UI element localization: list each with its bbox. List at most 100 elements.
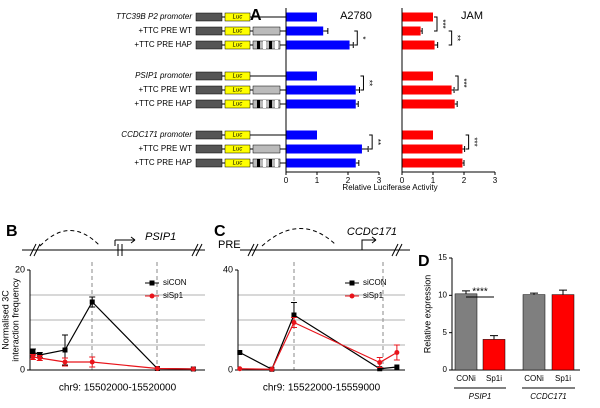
bar [402, 158, 463, 168]
luc-box [224, 40, 251, 50]
legend-label: siCON [163, 278, 187, 287]
line [32, 301, 194, 370]
schematic-c [240, 228, 410, 257]
promoter-box [195, 40, 223, 50]
promoter-box [195, 130, 223, 140]
bar [286, 99, 356, 109]
line [239, 321, 398, 370]
bar [482, 339, 506, 371]
hap-stripe [257, 41, 260, 49]
promoter-box [195, 85, 223, 95]
loop-arc [261, 228, 336, 247]
error-bar [559, 289, 567, 295]
line [239, 314, 397, 371]
hap-stripe [263, 41, 266, 49]
bar [454, 293, 478, 371]
y-tick-label: 0 [20, 364, 25, 374]
error-bar [323, 28, 329, 34]
y-tick-label: 10 [438, 290, 447, 299]
luc-box [224, 85, 251, 95]
bar [286, 85, 356, 95]
promoter-box [195, 26, 223, 36]
legend-label: siSp1 [363, 291, 384, 300]
luc-label: Luc [233, 88, 243, 94]
legend-label: siCON [363, 278, 387, 287]
error-bar [462, 160, 465, 166]
error-bar [490, 335, 498, 340]
bar [522, 294, 546, 371]
luc-label: Luc [233, 43, 243, 49]
group-label: PSIP1 [469, 392, 492, 401]
pre-box [252, 85, 281, 95]
x-tick-label: CONi [456, 374, 476, 383]
pre-box [252, 26, 281, 36]
error-bar [355, 101, 359, 107]
error-bar [349, 42, 354, 48]
sig-label: **** [472, 287, 488, 298]
marker [37, 355, 43, 361]
chart-title: JAM [461, 10, 483, 22]
luc-label: Luc [233, 29, 243, 35]
sig-label: *** [459, 78, 468, 87]
marker [190, 366, 196, 372]
bar [402, 85, 452, 95]
marker [377, 366, 383, 372]
bar [286, 71, 317, 81]
x-tick-label: 2 [346, 176, 351, 185]
schematic-b [22, 230, 205, 257]
y-tick-label: 0 [228, 364, 233, 374]
x-tick-label: 1 [431, 176, 436, 185]
legend-marker [149, 293, 155, 299]
bar [402, 99, 455, 109]
legend-label: siSp1 [163, 291, 184, 300]
pre-box [252, 158, 281, 168]
marker [291, 312, 297, 318]
error-bar [462, 146, 466, 152]
line [32, 356, 194, 370]
luc-label: Luc [233, 102, 243, 108]
bar [286, 144, 362, 154]
sig-label: *** [470, 137, 479, 146]
pre-box [252, 99, 281, 109]
luc-label: Luc [233, 74, 243, 80]
break-marks [247, 243, 403, 257]
hap-stripe [257, 159, 260, 167]
y-axis-title: Relative expression [422, 275, 432, 354]
row-label: +TTC PRE WT [138, 144, 192, 153]
sig-label: ** [373, 139, 382, 145]
tss-arrow [114, 236, 136, 246]
marker [30, 354, 36, 360]
marker [237, 366, 243, 372]
sig-bracket [360, 75, 364, 91]
bar [402, 144, 463, 154]
marker [89, 359, 95, 365]
pre-box [252, 40, 281, 50]
hap-stripe [263, 100, 266, 108]
x-tick-label: 2 [462, 176, 467, 185]
hap-stripe [263, 159, 266, 167]
x-tick-label: 1 [315, 176, 320, 185]
promoter-box [195, 99, 223, 109]
error-bar [355, 87, 360, 93]
sig-label: * [358, 36, 367, 39]
bar [402, 40, 435, 50]
sig-bracket [448, 30, 453, 46]
chart-title: A2780 [340, 10, 372, 22]
x-tick-label: 0 [400, 176, 405, 185]
row-label: CCDC171 promoter [121, 130, 192, 139]
marker [394, 350, 400, 355]
legend-marker [349, 280, 355, 286]
marker [30, 349, 36, 355]
error-bar [355, 160, 360, 166]
hap-stripe [269, 100, 272, 108]
pre-box [252, 144, 281, 154]
promoter-box [195, 158, 223, 168]
sig-label: ** [364, 80, 373, 86]
y-tick-label: 0 [443, 365, 448, 374]
luc-label: Luc [233, 161, 243, 167]
promoter-box [195, 71, 223, 81]
marker [269, 366, 275, 372]
promoter-box [195, 144, 223, 154]
gene-label: CCDC171 [347, 226, 397, 238]
luc-label: Luc [233, 133, 243, 139]
